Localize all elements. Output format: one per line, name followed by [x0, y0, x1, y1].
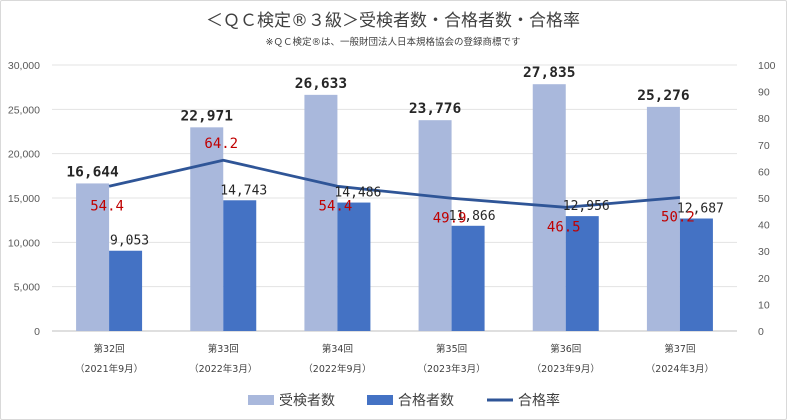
right-tick-label: 10 [758, 299, 770, 311]
right-tick-label: 50 [758, 193, 770, 205]
legend-label: 合格率 [518, 392, 560, 409]
passer-bar [109, 250, 143, 331]
right-tick-label: 70 [758, 140, 770, 152]
left-tick-label: 30,000 [8, 60, 40, 72]
gridlines [52, 64, 737, 332]
category-label: 第37回 [664, 343, 695, 355]
chart-subtitle: ※ＱＣ検定®は、一般財団法人日本規格協会の登録商標です [266, 36, 521, 48]
right-tick-label: 80 [758, 113, 770, 125]
passer-bar [451, 225, 485, 331]
passer-data-label: 14,743 [220, 183, 267, 198]
passer-bar [679, 218, 713, 331]
examinee-data-label: 23,776 [409, 101, 461, 117]
category-sublabel: （2023年3月） [417, 363, 485, 375]
category-labels: 第32回 （2021年9月） 第33回 （2022年3月） 第34回 （2022年9月） 第… [75, 343, 714, 375]
pass-rate-data-label: 46.5 [547, 219, 581, 235]
right-axis-ticks: 0 10 20 30 40 50 60 70 80 90 100 [758, 60, 776, 338]
passer-data-label: 9,053 [110, 234, 149, 249]
left-tick-label: 25,000 [8, 104, 40, 116]
examinee-bar [190, 127, 224, 332]
right-tick-label: 30 [758, 246, 770, 258]
right-tick-label: 20 [758, 273, 770, 285]
category-sublabel: （2021年9月） [75, 363, 143, 375]
pass-rate-data-label: 64.2 [204, 136, 238, 152]
left-tick-label: 5,000 [14, 282, 40, 294]
category-sublabel: （2024年3月） [646, 363, 714, 375]
category-sublabel: （2023年9月） [532, 363, 600, 375]
pass-rate-data-label: 50.2 [661, 209, 695, 225]
category-label: 第35回 [436, 343, 467, 355]
examinee-data-label: 27,835 [523, 65, 575, 81]
examinee-bar [646, 106, 680, 331]
category-sublabel: （2022年3月） [189, 363, 257, 375]
right-tick-label: 40 [758, 220, 770, 232]
examinee-bar [304, 94, 338, 331]
category-label: 第33回 [208, 343, 239, 355]
left-tick-label: 15,000 [8, 193, 40, 205]
left-tick-label: 20,000 [8, 149, 40, 161]
chart-title: ＜ＱＣ検定®３級＞受検者数・合格者数・合格率 [206, 11, 580, 31]
legend-label: 合格者数 [398, 393, 454, 409]
passer-data-label: 14,486 [334, 186, 381, 201]
category-label: 第36回 [550, 343, 581, 355]
right-tick-label: 100 [758, 60, 776, 72]
category-sublabel: （2022年9月） [303, 363, 371, 375]
passer-bar [223, 200, 257, 331]
left-tick-label: 10,000 [8, 237, 40, 249]
legend-swatch [367, 395, 393, 405]
legend: 受検者数 合格者数 合格率 [248, 392, 560, 409]
examinee-bar [76, 183, 110, 331]
pass-rate-polyline [108, 158, 681, 209]
left-axis-ticks: 0 5,000 10,000 15,000 20,000 25,000 30,000 [8, 60, 40, 338]
category-label: 第34回 [322, 343, 353, 355]
legend-label: 受検者数 [279, 393, 335, 409]
right-tick-label: 90 [758, 87, 770, 99]
right-tick-label: 60 [758, 166, 770, 178]
bars [76, 84, 713, 332]
left-tick-label: 0 [34, 326, 40, 338]
passer-bar [565, 216, 599, 331]
examinee-data-label: 16,644 [66, 164, 119, 180]
right-tick-label: 0 [758, 326, 764, 338]
data-labels: 16,644 22,971 26,633 23,776 27,835 25,276 9,05… [66, 65, 724, 249]
pass-rate-data-label: 49.9 [433, 210, 467, 226]
pass-rate-line [108, 158, 681, 209]
examinee-data-label: 26,633 [295, 76, 347, 92]
passer-data-label: 12,687 [677, 202, 724, 217]
pass-rate-data-label: 54.4 [90, 198, 124, 214]
passer-data-label: 12,956 [563, 199, 610, 214]
passer-data-label: 11,866 [449, 209, 496, 224]
examinee-data-label: 22,971 [181, 108, 234, 124]
examinee-bar [418, 120, 452, 332]
passer-bar [337, 202, 371, 331]
pass-rate-data-label: 54.4 [319, 198, 353, 214]
examinee-data-label: 25,276 [637, 88, 689, 104]
legend-swatch [248, 395, 274, 405]
category-label: 第32回 [94, 343, 125, 355]
